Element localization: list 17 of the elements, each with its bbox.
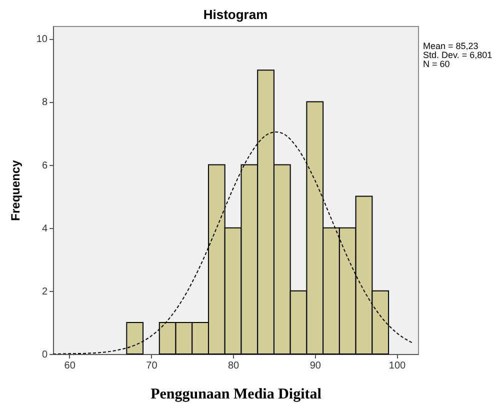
y-tick-label: 6	[42, 160, 48, 172]
x-tick-label: 70	[146, 360, 158, 372]
chart-title: Histogram	[203, 7, 268, 22]
x-axis-title: Penggunaan Media Digital	[150, 386, 322, 402]
text: Std. Dev. = 6,801	[423, 50, 492, 60]
y-tick-label: 4	[42, 223, 48, 234]
y-tick-label: 8	[42, 97, 48, 108]
y-tick-label: 2	[42, 286, 48, 298]
y-tick-label: 0	[42, 350, 48, 360]
x-tick-label: 100	[388, 360, 406, 372]
x-tick-label: 60	[64, 360, 76, 372]
text: N = 60	[423, 59, 450, 69]
y-axis-title: Frequency	[8, 160, 22, 221]
x-tick-label: 90	[310, 360, 322, 372]
y-tick-label: 10	[36, 34, 48, 46]
text: Mean = 85,23	[423, 41, 478, 51]
x-tick-label: 80	[228, 360, 240, 372]
